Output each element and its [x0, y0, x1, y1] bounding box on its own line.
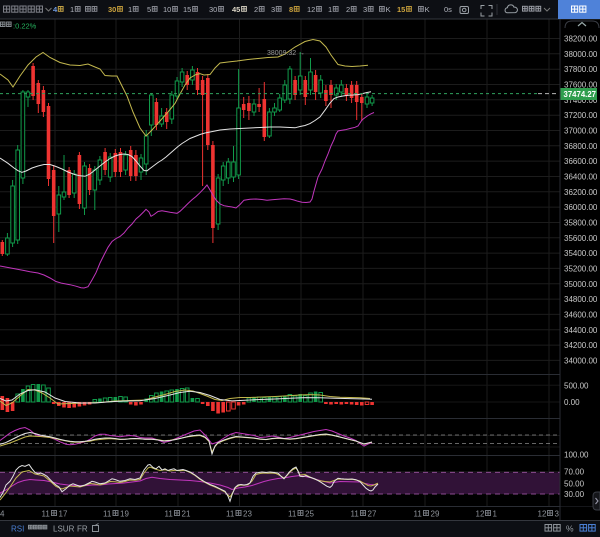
svg-text:12: 12: [476, 510, 485, 519]
svg-text:30: 30: [209, 5, 217, 14]
svg-text:45: 45: [232, 5, 240, 14]
svg-text:%: %: [566, 524, 574, 534]
svg-text:1: 1: [128, 5, 132, 14]
svg-text:0.00: 0.00: [564, 398, 580, 407]
svg-text:RSI: RSI: [11, 525, 24, 534]
svg-text:K: K: [386, 5, 391, 14]
svg-text:15: 15: [397, 5, 405, 14]
svg-text:37400.00: 37400.00: [564, 96, 598, 105]
svg-text:21: 21: [182, 510, 191, 519]
svg-text:30: 30: [108, 5, 116, 14]
svg-text:35000.00: 35000.00: [564, 280, 598, 289]
svg-text:38009.32: 38009.32: [267, 50, 296, 57]
svg-text:1: 1: [70, 5, 74, 14]
svg-text:15: 15: [183, 5, 191, 14]
svg-text:34600.00: 34600.00: [564, 310, 598, 319]
svg-text:3: 3: [271, 5, 275, 14]
svg-text:34200.00: 34200.00: [564, 341, 598, 350]
svg-text:12: 12: [307, 5, 315, 14]
svg-text:36000.00: 36000.00: [564, 203, 598, 212]
svg-text:34400.00: 34400.00: [564, 326, 598, 335]
svg-text:4: 4: [53, 5, 58, 14]
svg-text:5: 5: [147, 5, 151, 14]
svg-text:37000.00: 37000.00: [564, 126, 598, 135]
svg-text:29: 29: [431, 510, 440, 519]
svg-text:11: 11: [414, 510, 423, 519]
svg-text:37600.00: 37600.00: [564, 80, 598, 89]
svg-text:70.00: 70.00: [564, 468, 585, 477]
svg-text:FR: FR: [77, 525, 88, 534]
svg-text:25: 25: [305, 510, 314, 519]
svg-text:17: 17: [59, 510, 68, 519]
svg-text:35600.00: 35600.00: [564, 234, 598, 243]
svg-text:35400.00: 35400.00: [564, 249, 598, 258]
svg-text:1: 1: [493, 510, 498, 519]
svg-text:23: 23: [243, 510, 252, 519]
svg-text:500.00: 500.00: [564, 381, 589, 390]
svg-text:8: 8: [289, 5, 293, 14]
svg-text:11: 11: [103, 510, 112, 519]
svg-text:30.00: 30.00: [564, 490, 585, 499]
svg-text:37474.27: 37474.27: [564, 90, 597, 99]
svg-text:36400.00: 36400.00: [564, 172, 598, 181]
svg-text:3: 3: [555, 510, 560, 519]
svg-text:11: 11: [288, 510, 297, 519]
svg-text:12: 12: [538, 510, 547, 519]
svg-text:36800.00: 36800.00: [564, 142, 598, 151]
svg-text:11: 11: [351, 510, 360, 519]
svg-text:11: 11: [42, 510, 51, 519]
svg-text:27: 27: [368, 510, 377, 519]
svg-text:100.00: 100.00: [564, 451, 589, 460]
svg-text:50.00: 50.00: [564, 480, 585, 489]
svg-text:10: 10: [163, 5, 171, 14]
svg-text:35800.00: 35800.00: [564, 218, 598, 227]
svg-text:37800.00: 37800.00: [564, 65, 598, 74]
svg-text:→: →: [298, 50, 305, 57]
svg-text:36600.00: 36600.00: [564, 157, 598, 166]
svg-text:K: K: [425, 5, 430, 14]
svg-text:34800.00: 34800.00: [564, 295, 598, 304]
svg-text:1: 1: [328, 5, 332, 14]
svg-text:35200.00: 35200.00: [564, 264, 598, 273]
svg-text:4: 4: [0, 510, 5, 519]
svg-text:34000.00: 34000.00: [564, 356, 598, 365]
svg-text:19: 19: [120, 510, 129, 519]
svg-text:36200.00: 36200.00: [564, 188, 598, 197]
svg-text:2: 2: [346, 5, 350, 14]
svg-text:11: 11: [165, 510, 174, 519]
svg-text:LSUR: LSUR: [53, 525, 75, 534]
svg-text:38200.00: 38200.00: [564, 35, 598, 44]
svg-text:11: 11: [226, 510, 235, 519]
svg-text:38000.00: 38000.00: [564, 50, 598, 59]
svg-text:0s: 0s: [444, 5, 452, 14]
svg-text:2: 2: [254, 5, 258, 14]
svg-text:37200.00: 37200.00: [564, 111, 598, 120]
svg-text::0.22%: :0.22%: [13, 22, 37, 31]
svg-text:3: 3: [363, 5, 367, 14]
